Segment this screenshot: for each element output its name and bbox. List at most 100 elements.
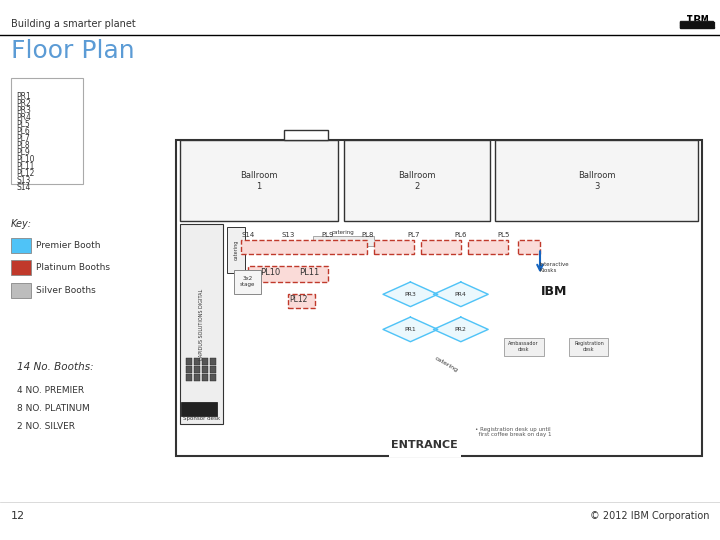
Text: catering: catering: [434, 356, 459, 373]
Bar: [569, 338, 608, 356]
Bar: [186, 358, 192, 365]
Bar: [194, 374, 200, 381]
Bar: [680, 22, 714, 23]
Text: PR3: PR3: [405, 292, 416, 297]
Text: PL8: PL8: [361, 232, 374, 238]
Bar: [680, 24, 714, 25]
Text: PR3: PR3: [17, 106, 32, 115]
Text: • Registration desk up until
  first coffee break on day 1: • Registration desk up until first coffe…: [475, 427, 552, 437]
Bar: [186, 374, 192, 381]
Bar: [284, 130, 328, 140]
Text: PL5: PL5: [498, 232, 510, 238]
Text: PR1: PR1: [405, 327, 416, 332]
Text: S14: S14: [242, 232, 255, 238]
Text: S14: S14: [17, 183, 31, 192]
Text: Ballroom
3: Ballroom 3: [578, 171, 616, 191]
Text: PR4: PR4: [17, 113, 32, 122]
Text: PL10: PL10: [17, 155, 35, 164]
Text: Floor Plan: Floor Plan: [11, 39, 135, 63]
Bar: [241, 240, 367, 254]
Text: 8 NO. PLATINUM: 8 NO. PLATINUM: [17, 404, 89, 413]
Text: 12: 12: [11, 511, 25, 521]
Bar: [194, 358, 200, 365]
Text: 2 NO. SILVER: 2 NO. SILVER: [17, 422, 75, 431]
Bar: [518, 240, 540, 254]
Bar: [288, 294, 315, 308]
Polygon shape: [383, 282, 438, 307]
Text: Platinum Booths: Platinum Booths: [36, 264, 110, 272]
Text: IBM: IBM: [541, 285, 567, 298]
Bar: [11, 260, 31, 275]
Bar: [176, 140, 702, 456]
Bar: [504, 338, 544, 356]
Text: PL10: PL10: [260, 268, 280, 277]
Text: PL5: PL5: [17, 120, 30, 129]
Bar: [181, 402, 217, 416]
Bar: [680, 25, 713, 27]
Text: PL7: PL7: [17, 134, 30, 143]
Bar: [374, 240, 414, 254]
Text: PL8: PL8: [17, 141, 30, 150]
Text: Registration
desk: Registration desk: [574, 341, 604, 352]
Text: PL9: PL9: [321, 232, 334, 238]
Text: S13: S13: [282, 232, 294, 238]
Bar: [227, 227, 245, 273]
Bar: [210, 358, 216, 365]
Bar: [186, 366, 192, 373]
Text: Key:: Key:: [11, 219, 32, 229]
Text: PL7: PL7: [408, 232, 420, 238]
Text: PL12: PL12: [17, 169, 35, 178]
Text: 4 NO. PREMIER: 4 NO. PREMIER: [17, 386, 84, 395]
Bar: [248, 266, 328, 282]
Bar: [313, 236, 374, 246]
Bar: [680, 23, 713, 25]
Bar: [11, 238, 31, 253]
Text: Building a smarter planet: Building a smarter planet: [11, 19, 135, 29]
Polygon shape: [433, 317, 488, 342]
Text: Premier Booth: Premier Booth: [36, 241, 101, 249]
Bar: [680, 21, 713, 23]
Bar: [680, 26, 714, 28]
Text: Ballroom
1: Ballroom 1: [240, 171, 278, 191]
Text: PR1: PR1: [17, 92, 31, 101]
Text: 3x2
stage: 3x2 stage: [240, 276, 256, 287]
Bar: [234, 270, 261, 294]
Text: Sponsor desk: Sponsor desk: [183, 416, 220, 421]
Bar: [11, 78, 83, 184]
Text: PL9: PL9: [17, 148, 30, 157]
Text: catering: catering: [332, 230, 355, 235]
Text: catering: catering: [233, 240, 238, 260]
Bar: [202, 366, 208, 373]
Text: Silver Booths: Silver Booths: [36, 286, 96, 295]
Bar: [202, 374, 208, 381]
Text: © 2012 IBM Corporation: © 2012 IBM Corporation: [590, 511, 709, 521]
Bar: [194, 366, 200, 373]
Polygon shape: [383, 317, 438, 342]
Text: Ballroom
2: Ballroom 2: [398, 171, 436, 191]
Text: IBM: IBM: [685, 14, 708, 27]
Bar: [180, 140, 338, 221]
Bar: [421, 240, 461, 254]
Bar: [495, 140, 698, 221]
Text: Interactive
Kiosks: Interactive Kiosks: [540, 262, 570, 273]
Bar: [344, 140, 490, 221]
Text: Ambassador
desk: Ambassador desk: [508, 341, 539, 352]
Polygon shape: [433, 282, 488, 307]
Text: PL6: PL6: [454, 232, 467, 238]
Text: ENTRANCE: ENTRANCE: [392, 441, 458, 450]
Bar: [468, 240, 508, 254]
Text: PL6: PL6: [17, 127, 30, 136]
Text: PL12: PL12: [289, 295, 308, 304]
Text: PR2: PR2: [17, 99, 31, 108]
Text: PL11: PL11: [17, 162, 35, 171]
Text: S13: S13: [17, 176, 31, 185]
Bar: [210, 366, 216, 373]
Text: PR4: PR4: [455, 292, 467, 297]
Text: 14 No. Booths:: 14 No. Booths:: [17, 362, 93, 372]
Text: LAPIDUS SOLUTIONS DIGITAL: LAPIDUS SOLUTIONS DIGITAL: [199, 288, 204, 360]
Text: PL11: PL11: [300, 268, 320, 277]
Bar: [210, 374, 216, 381]
Bar: [11, 283, 31, 298]
Text: PR2: PR2: [455, 327, 467, 332]
Bar: [202, 358, 208, 365]
